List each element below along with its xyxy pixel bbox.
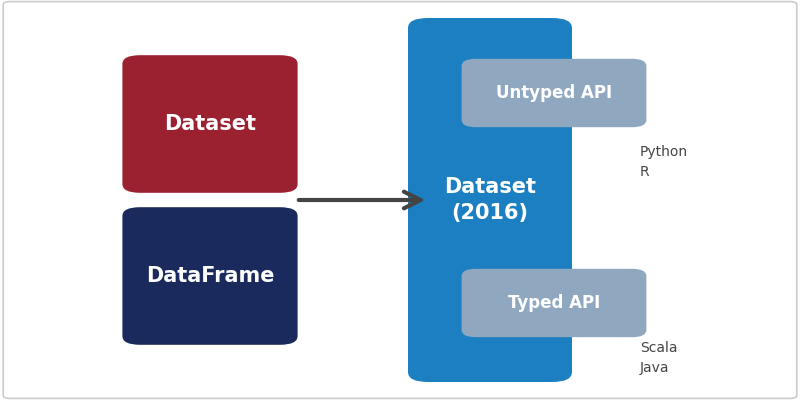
FancyBboxPatch shape [408,18,572,382]
FancyBboxPatch shape [3,2,797,398]
FancyBboxPatch shape [122,207,298,345]
FancyBboxPatch shape [462,269,646,337]
Text: Dataset
(2016): Dataset (2016) [444,177,536,223]
Text: DataFrame: DataFrame [146,266,274,286]
FancyBboxPatch shape [462,59,646,127]
Text: Scala
Java: Scala Java [640,341,678,375]
Text: Dataset: Dataset [164,114,256,134]
Text: Untyped API: Untyped API [496,84,612,102]
Text: Python
R: Python R [640,145,688,179]
FancyBboxPatch shape [122,55,298,193]
Text: Typed API: Typed API [508,294,600,312]
